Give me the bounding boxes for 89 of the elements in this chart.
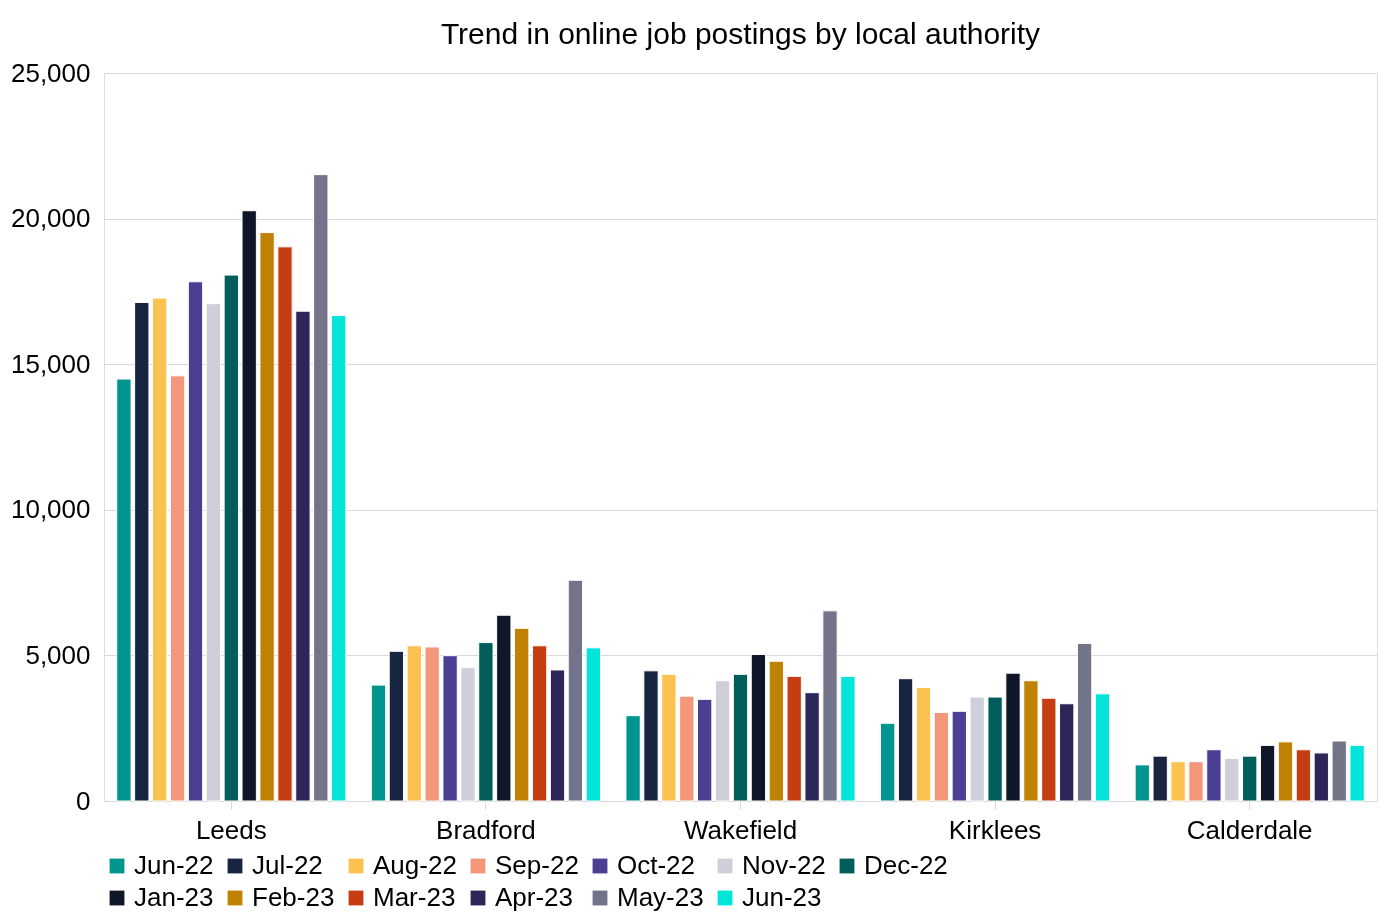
bar bbox=[750, 654, 767, 802]
bar bbox=[951, 710, 967, 802]
y-tick-label: 10,000 bbox=[10, 494, 91, 525]
legend-label: Aug-22 bbox=[373, 850, 457, 880]
bar bbox=[116, 378, 132, 802]
bar bbox=[241, 210, 257, 802]
bar bbox=[969, 696, 985, 802]
bar bbox=[442, 655, 458, 802]
legend-label: Dec-22 bbox=[864, 850, 948, 880]
legend-label: May-23 bbox=[617, 882, 704, 912]
legend-label: Sep-22 bbox=[495, 850, 579, 880]
bar bbox=[1041, 697, 1057, 802]
bar bbox=[897, 678, 914, 802]
bar bbox=[1023, 680, 1039, 802]
bar bbox=[1224, 757, 1240, 802]
legend-label: Nov-22 bbox=[742, 850, 826, 880]
chart-title: Trend in online job postings by local authority bbox=[440, 17, 1041, 50]
x-tick-label: Leeds bbox=[195, 814, 267, 845]
bar bbox=[549, 669, 566, 802]
bar bbox=[259, 232, 275, 802]
legend-label: Feb-23 bbox=[252, 882, 335, 912]
legend-label: Oct-22 bbox=[617, 850, 696, 880]
y-tick-label: 5,000 bbox=[25, 639, 91, 670]
y-tick-label: 0 bbox=[76, 785, 91, 816]
bar bbox=[1152, 755, 1168, 802]
bar bbox=[732, 673, 749, 802]
bar bbox=[331, 315, 347, 802]
legend-label: Jun-23 bbox=[742, 882, 822, 912]
bar bbox=[1076, 642, 1093, 802]
bar bbox=[1059, 703, 1075, 802]
bar bbox=[406, 645, 422, 802]
x-tick-label: Calderdale bbox=[1186, 814, 1313, 845]
bar bbox=[822, 610, 838, 802]
x-tick-label: Wakefield bbox=[683, 814, 798, 845]
bar bbox=[1331, 740, 1347, 802]
bar bbox=[1005, 672, 1021, 802]
bar bbox=[987, 696, 1003, 802]
bar bbox=[460, 667, 476, 802]
bar bbox=[915, 686, 932, 802]
y-tick-label: 25,000 bbox=[10, 57, 91, 88]
x-tick-label: Bradford bbox=[436, 814, 536, 845]
bar bbox=[625, 715, 641, 802]
bar bbox=[370, 684, 387, 802]
bar bbox=[388, 650, 405, 802]
bar bbox=[496, 614, 512, 802]
bar bbox=[1295, 749, 1312, 802]
bar bbox=[1259, 744, 1276, 802]
bar bbox=[531, 645, 548, 802]
legend-label: Jun-22 bbox=[134, 850, 214, 880]
bar bbox=[514, 627, 530, 802]
bar bbox=[679, 695, 695, 802]
bar bbox=[152, 297, 168, 802]
bar bbox=[585, 647, 601, 802]
y-tick-label: 15,000 bbox=[10, 348, 91, 379]
x-tick-label: Kirklees bbox=[948, 814, 1042, 845]
bar bbox=[880, 722, 896, 802]
legend-label: Jan-23 bbox=[134, 882, 214, 912]
legend-label: Mar-23 bbox=[373, 882, 456, 912]
bar bbox=[933, 711, 950, 802]
bar bbox=[277, 246, 293, 802]
legend-label: Apr-23 bbox=[495, 882, 574, 912]
bar bbox=[643, 670, 659, 802]
y-tick-label: 20,000 bbox=[10, 203, 91, 234]
bar bbox=[295, 310, 311, 802]
bar bbox=[768, 660, 784, 802]
bar bbox=[187, 281, 204, 802]
bar bbox=[424, 646, 440, 802]
legend-label: Jul-22 bbox=[252, 850, 323, 880]
bar bbox=[1277, 741, 1294, 802]
bar bbox=[134, 301, 150, 802]
bar bbox=[1188, 761, 1204, 802]
bar bbox=[1242, 755, 1258, 802]
bar bbox=[1313, 752, 1329, 802]
bar bbox=[1094, 693, 1111, 802]
bar bbox=[313, 174, 329, 802]
bar bbox=[1134, 764, 1150, 802]
bar bbox=[1206, 749, 1222, 802]
bar bbox=[223, 274, 239, 802]
bar bbox=[169, 375, 186, 802]
bar bbox=[661, 673, 677, 802]
bar bbox=[478, 642, 494, 802]
bar bbox=[840, 675, 856, 802]
bar bbox=[804, 692, 820, 802]
bar bbox=[567, 579, 584, 802]
bar bbox=[714, 680, 731, 802]
bar bbox=[697, 698, 713, 802]
bar bbox=[786, 675, 802, 802]
bar bbox=[1170, 761, 1186, 802]
bar bbox=[1349, 744, 1365, 802]
